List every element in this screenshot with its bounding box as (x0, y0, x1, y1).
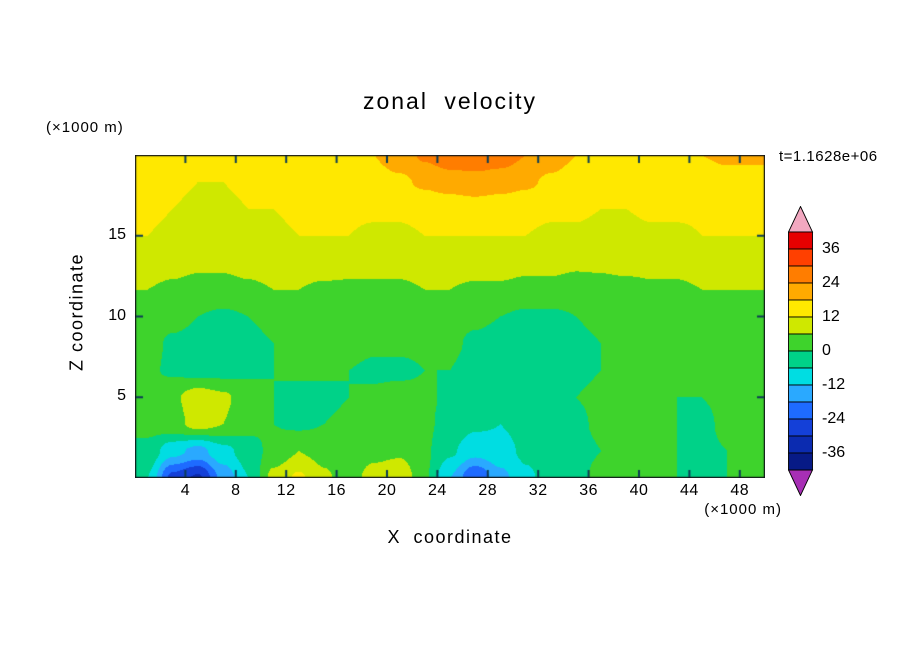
colorbar-segment (788, 248, 813, 267)
colorbar-label: 12 (822, 308, 840, 325)
colorbar-svg (787, 205, 814, 497)
colorbar-label: -36 (822, 444, 846, 461)
colorbar-segment (788, 401, 813, 420)
colorbar-segment (788, 350, 813, 369)
colorbar-segment (788, 333, 813, 352)
x-tick-label: 40 (629, 482, 649, 499)
colorbar-label: -24 (822, 410, 846, 427)
colorbar-under-arrow (787, 469, 814, 497)
colorbar-label: 24 (822, 274, 840, 291)
y-axis-title: Z coordinate (66, 252, 87, 372)
colorbar-label: 36 (822, 240, 840, 257)
colorbar-segment (788, 231, 813, 250)
colorbar-segment (788, 265, 813, 284)
x-axis-units: (×1000 m) (704, 501, 782, 518)
colorbar-segment (788, 282, 813, 301)
colorbar-over-arrow (787, 205, 814, 233)
page-title: zonal velocity (362, 88, 538, 114)
colorbar (787, 205, 814, 501)
colorbar-label: 0 (822, 342, 831, 359)
colorbar-label: -12 (822, 376, 846, 393)
y-tick-label: 10 (108, 306, 126, 324)
colorbar-segment (788, 384, 813, 403)
x-tick-label: 48 (730, 482, 750, 499)
colorbar-segment (788, 316, 813, 335)
x-tick-label: 8 (231, 482, 241, 499)
x-axis-title: X coordinate (387, 527, 513, 547)
x-tick-label: 44 (679, 482, 699, 499)
x-tick-label: 28 (478, 482, 498, 499)
contour-field-plot (135, 155, 765, 478)
x-tick-label: 24 (427, 482, 447, 499)
time-annotation: t=1.1628e+06 (779, 148, 878, 165)
colorbar-segment (788, 418, 813, 437)
x-tick-label: 36 (579, 482, 598, 499)
colorbar-segment (788, 299, 813, 318)
x-tick-label: 20 (377, 482, 397, 499)
x-tick-label: 32 (528, 482, 548, 499)
y-tick-label: 5 (117, 387, 126, 405)
x-tick-label: 16 (327, 482, 346, 499)
x-tick-label: 12 (276, 482, 296, 499)
y-tick-label: 15 (108, 225, 126, 243)
colorbar-segment (788, 435, 813, 454)
x-tick-label: 4 (180, 482, 191, 499)
colorbar-segment (788, 367, 813, 386)
colorbar-segment (788, 452, 813, 471)
y-axis-units: (×1000 m) (46, 119, 124, 136)
